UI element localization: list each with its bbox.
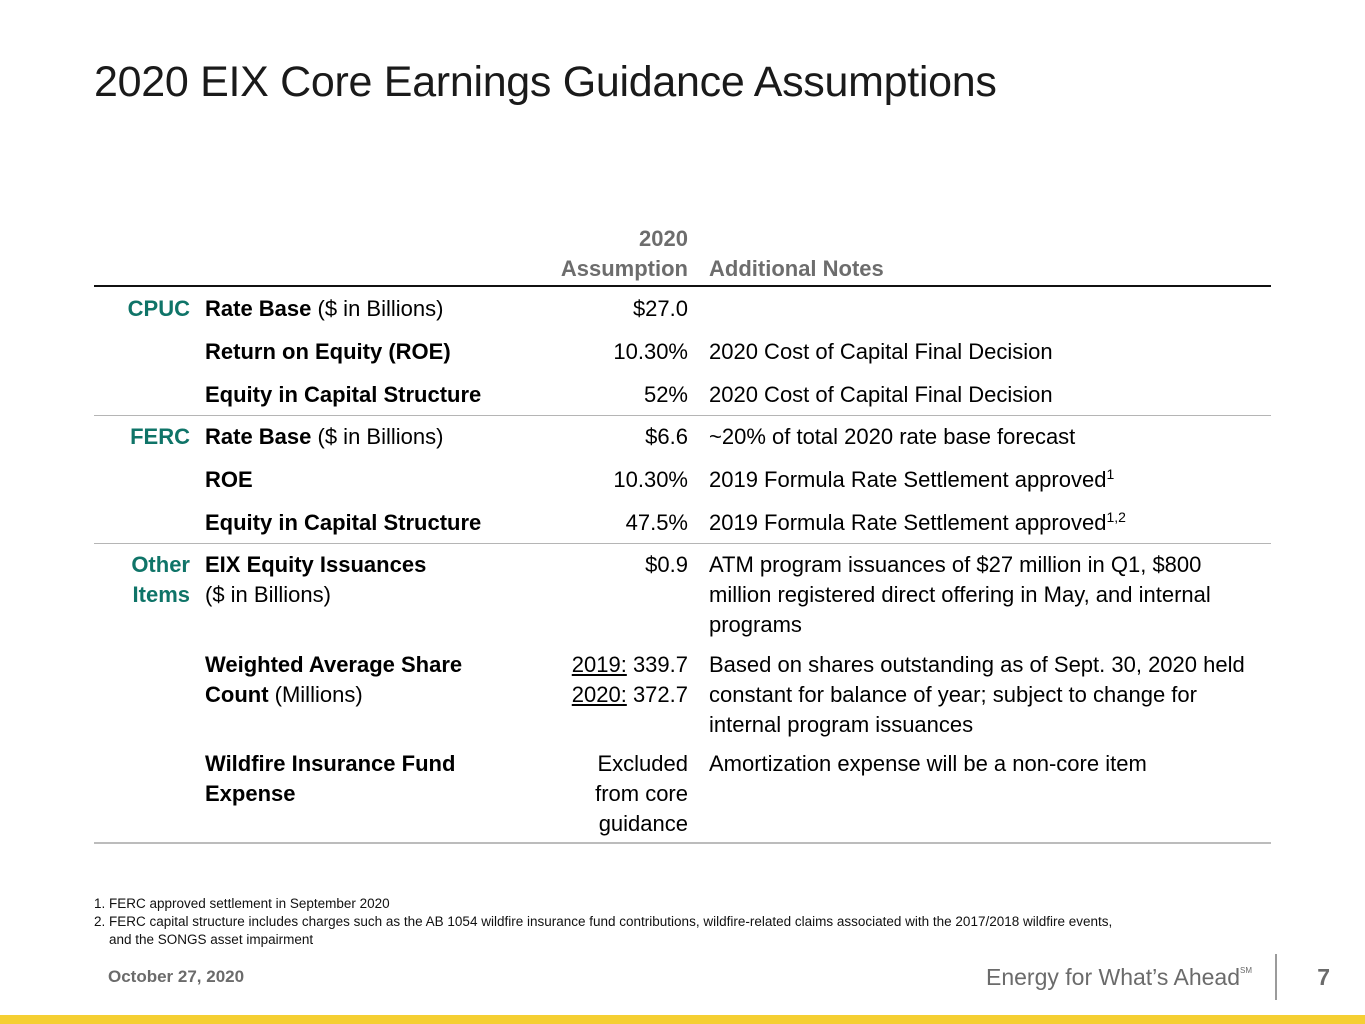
- section-label-ferc: FERC: [130, 424, 190, 449]
- accent-bar: [0, 1015, 1365, 1024]
- footer-date: October 27, 2020: [108, 967, 245, 986]
- assumption-value: $6.6: [645, 424, 688, 449]
- assumption-value: 52%: [643, 382, 688, 407]
- column-header-notes: Additional Notes: [709, 256, 884, 281]
- page-number: 7: [1317, 964, 1330, 990]
- item-label: Equity in Capital Structure: [205, 510, 482, 535]
- assumption-value: $27.0: [632, 296, 688, 321]
- note-text: 2019 Formula Rate Settlement approved1: [709, 466, 1115, 492]
- footnote-ref: 1: [1106, 466, 1115, 482]
- item-label: EIX Equity Issuances ($ in Billions): [205, 552, 427, 607]
- assumption-value: 47.5%: [625, 510, 688, 535]
- footnote-2: 2. FERC capital structure includes charg…: [94, 914, 1113, 929]
- item-label: Return on Equity (ROE): [205, 339, 451, 364]
- item-label: Rate Base ($ in Billions): [205, 296, 444, 321]
- footnote-1: 1. FERC approved settlement in September…: [94, 896, 390, 911]
- table-bottom-rule: [94, 842, 1271, 844]
- footnote-2-continued: and the SONGS asset impairment: [109, 932, 314, 947]
- footnote-ref: 1,2: [1106, 509, 1126, 525]
- page-title: 2020 EIX Core Earnings Guidance Assumpti…: [94, 58, 997, 106]
- section-label-cpuc: CPUC: [127, 296, 190, 321]
- item-label: Weighted Average Share Count (Millions): [205, 652, 463, 707]
- section-divider: [94, 415, 1271, 416]
- footer-divider: [1275, 954, 1277, 1000]
- item-label: Rate Base ($ in Billions): [205, 424, 444, 449]
- note-text: ~20% of total 2020 rate base forecast: [709, 424, 1076, 449]
- note-text: 2020 Cost of Capital Final Decision: [709, 382, 1053, 407]
- service-mark: SM: [1240, 966, 1252, 975]
- footer-tagline: Energy for What’s AheadSM: [986, 964, 1252, 990]
- item-label: ROE: [205, 467, 253, 492]
- assumption-value: $0.9: [645, 552, 688, 577]
- assumption-value: 2019: 339.7 2020: 372.7: [571, 652, 688, 707]
- note-text: Amortization expense will be a non-core …: [709, 751, 1147, 776]
- note-text: 2020 Cost of Capital Final Decision: [709, 339, 1053, 364]
- item-label: Wildfire Insurance Fund Expense: [205, 751, 456, 806]
- assumption-value: 10.30%: [613, 339, 688, 364]
- assumption-value: 10.30%: [613, 467, 688, 492]
- note-text: 2019 Formula Rate Settlement approved1,2: [709, 509, 1126, 535]
- table-header-rule: [94, 285, 1271, 287]
- note-text: ATM program issuances of $27 million in …: [709, 552, 1211, 637]
- section-divider: [94, 543, 1271, 544]
- note-text: Based on shares outstanding as of Sept. …: [709, 652, 1245, 737]
- column-header-assumption: 2020 Assumption: [560, 226, 688, 281]
- item-label: Equity in Capital Structure: [205, 382, 482, 407]
- section-label-other-items: Other Items: [131, 552, 190, 607]
- assumption-value: Excluded from core guidance: [595, 751, 688, 836]
